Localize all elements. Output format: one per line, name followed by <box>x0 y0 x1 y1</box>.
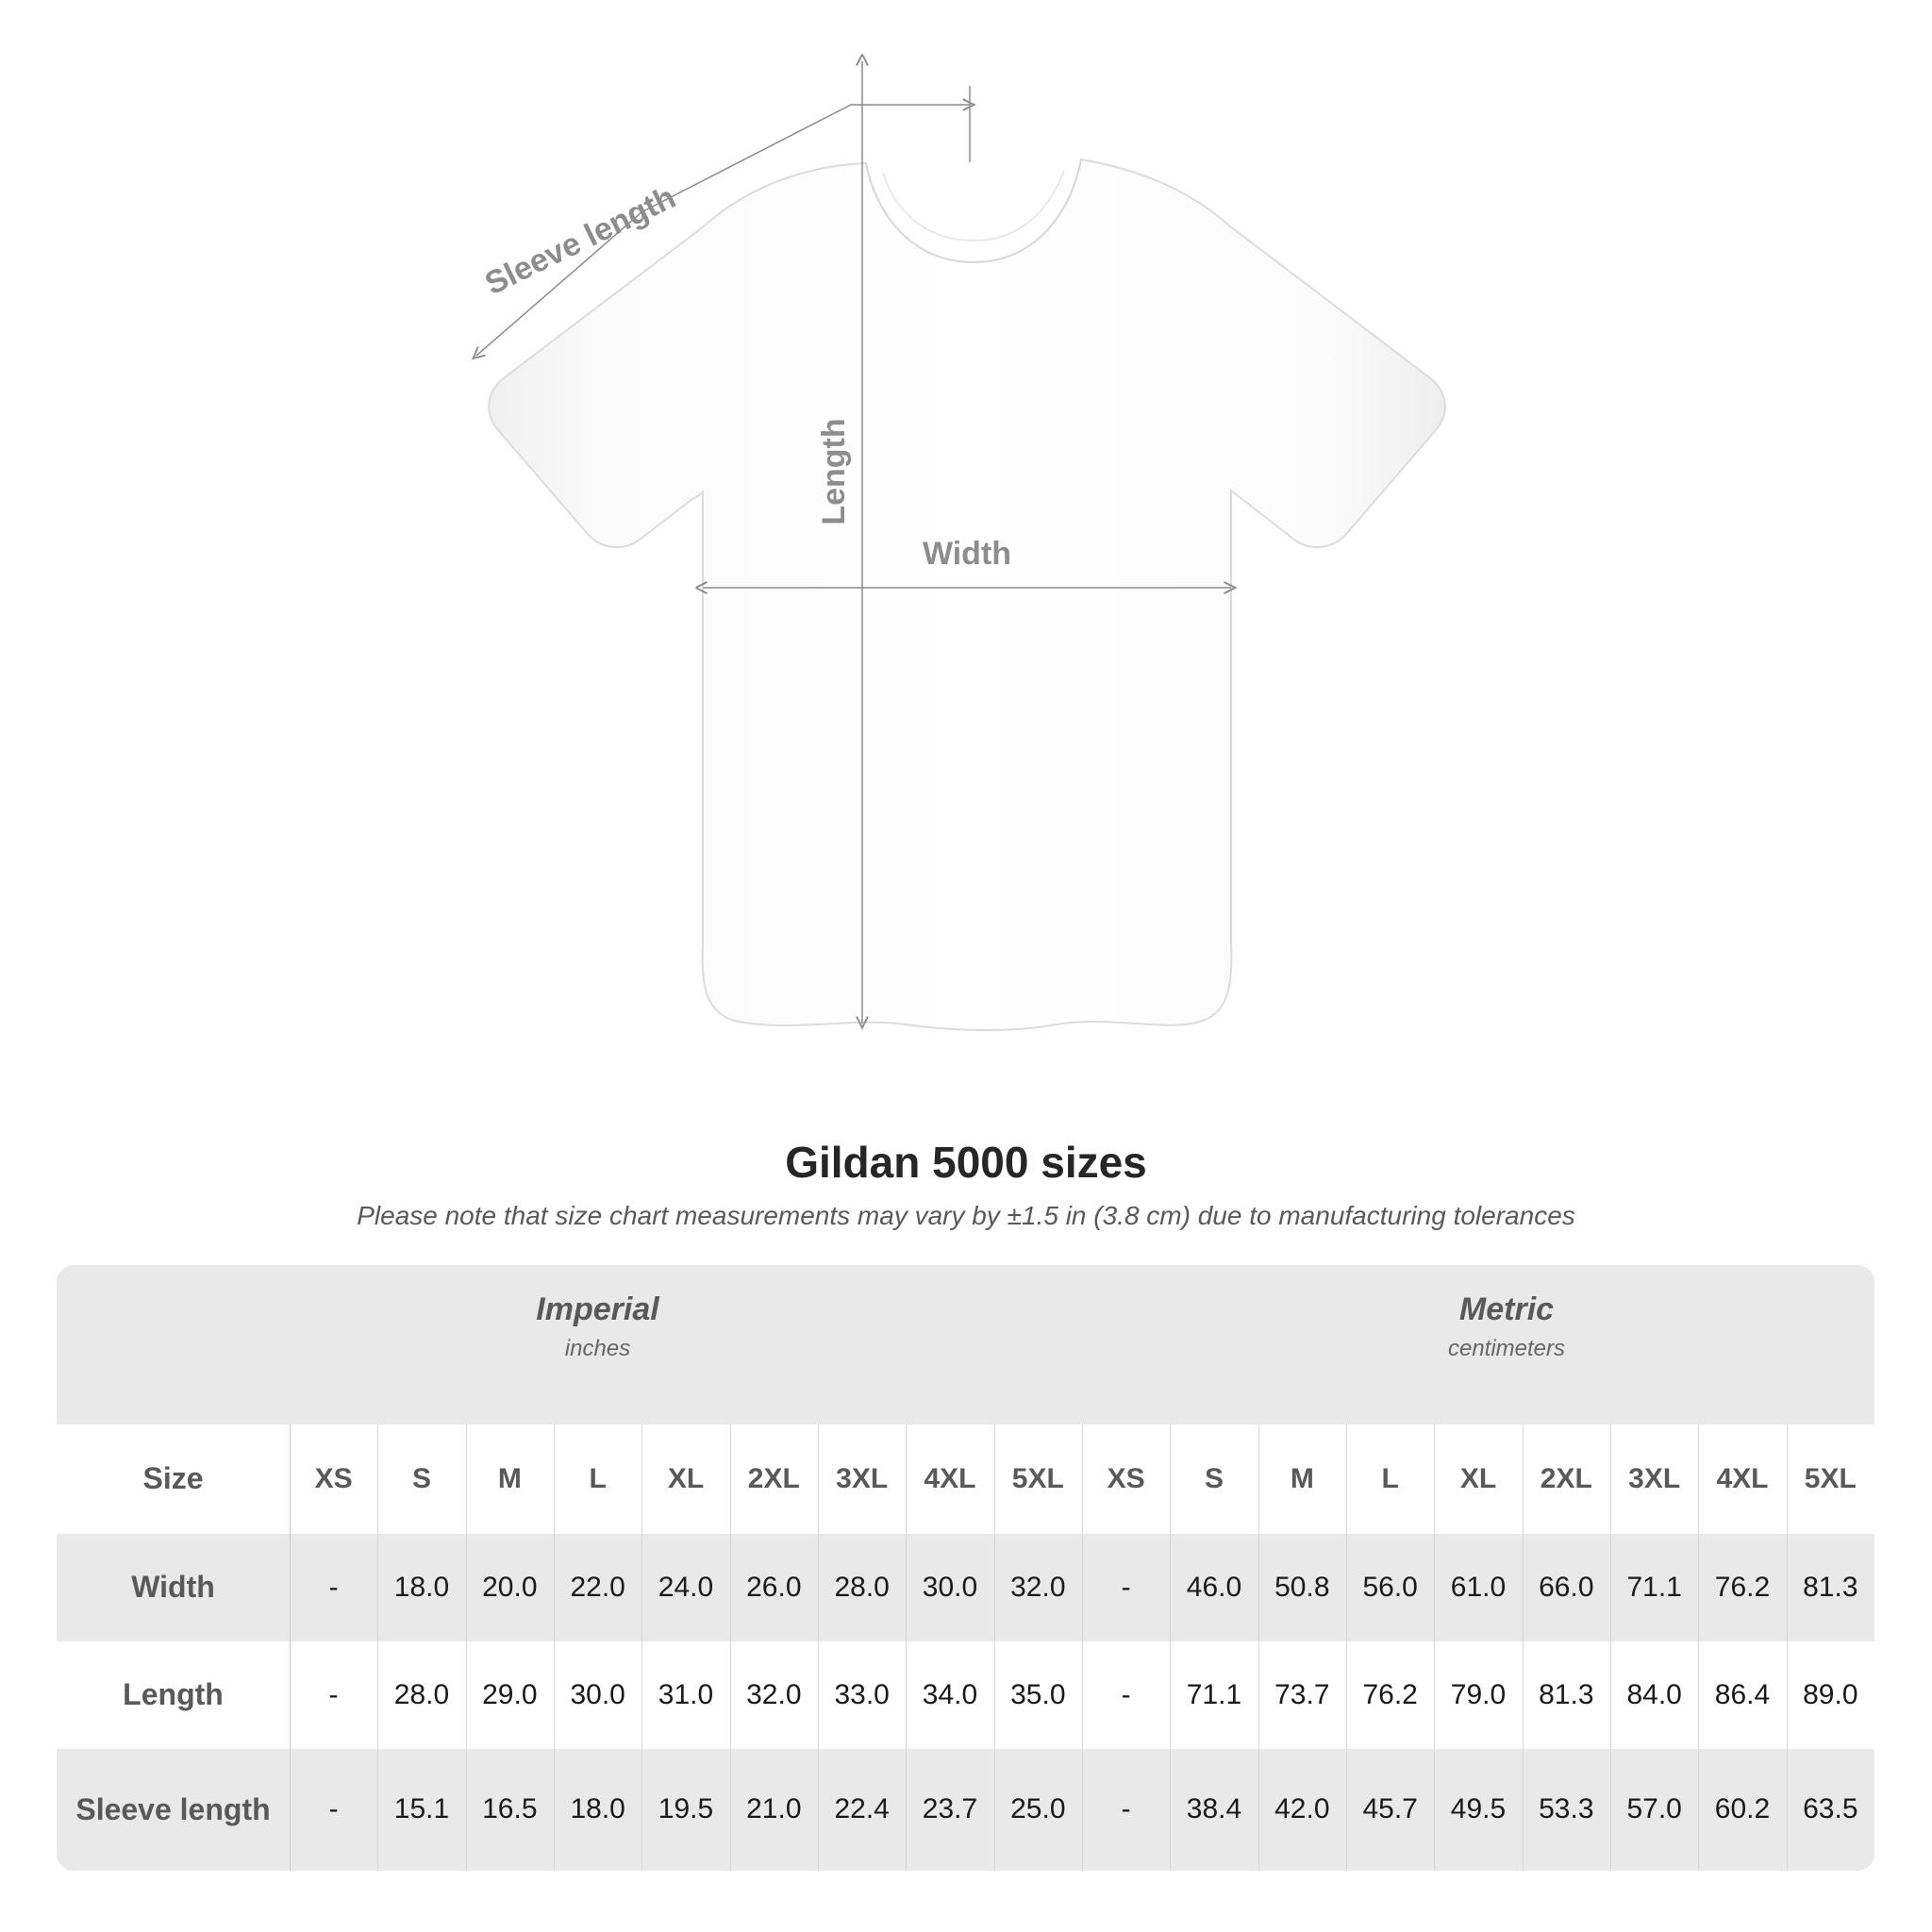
svg-text:Width: Width <box>923 536 1011 572</box>
svg-text:Length: Length <box>816 418 852 525</box>
